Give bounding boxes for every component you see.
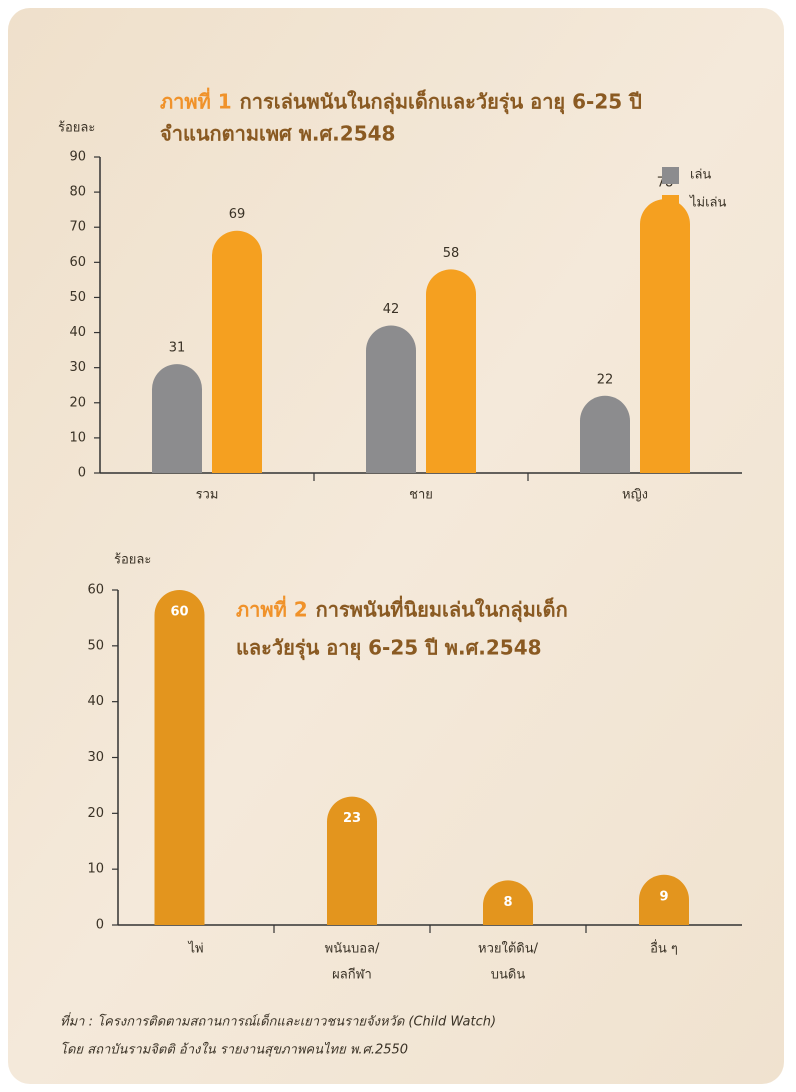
x-tick-label: รวม xyxy=(196,488,219,503)
data-label: 9 xyxy=(659,889,668,904)
x-tick-label: หญิง xyxy=(622,488,648,503)
y-tick-label: 60 xyxy=(87,583,104,598)
bar xyxy=(152,364,202,473)
bar xyxy=(426,269,476,473)
legend-label: ไม่เล่น xyxy=(689,195,727,211)
bar xyxy=(327,796,377,925)
bar xyxy=(639,874,689,925)
legend-label: เล่น xyxy=(690,168,711,183)
y-tick-label: 10 xyxy=(87,862,104,877)
bar xyxy=(483,880,533,925)
data-label: 22 xyxy=(597,372,614,387)
bar xyxy=(154,590,205,925)
data-label: 60 xyxy=(170,605,188,620)
x-tick-label: ชาย xyxy=(409,488,433,503)
x-tick-label: อื่น ๆ xyxy=(650,940,678,957)
bar xyxy=(211,230,262,473)
x-tick-label: ไพ่ xyxy=(187,941,203,957)
y-tick-label: 0 xyxy=(96,918,104,933)
chart-title: การเล่นพนันในกลุ่มเด็กและวัยรุ่น อายุ 6-… xyxy=(240,89,642,115)
y-tick-label: 90 xyxy=(69,150,86,165)
y-tick-label: 50 xyxy=(87,638,104,653)
data-label: 8 xyxy=(503,895,512,910)
x-tick-label: ผลกีฬา xyxy=(332,967,372,983)
bar xyxy=(366,325,416,473)
y-tick-label: 20 xyxy=(69,395,86,410)
y-tick-label: 10 xyxy=(69,430,86,445)
x-tick-label: บนดิน xyxy=(491,968,526,983)
y-tick-label: 40 xyxy=(87,694,104,709)
y-tick-label: 80 xyxy=(69,185,86,200)
y-tick-label: 20 xyxy=(87,806,104,821)
y-tick-label: 50 xyxy=(69,290,86,305)
data-label: 31 xyxy=(169,341,186,356)
y-tick-label: 0 xyxy=(78,466,86,481)
figure-label: ภาพที่ 2 xyxy=(236,595,308,622)
y-tick-label: 40 xyxy=(69,325,86,340)
y-tick-label: 70 xyxy=(69,220,86,235)
bar xyxy=(640,199,690,473)
legend-swatch xyxy=(662,195,679,212)
data-label: 58 xyxy=(443,246,460,261)
bar xyxy=(580,395,630,473)
chart-title: การพนันที่นิยมเล่นในกลุ่มเด็ก xyxy=(316,595,568,623)
data-label: 23 xyxy=(343,811,361,826)
source-line: โดย สถาบันรามจิตติ อ้างใน รายงานสุขภาพคน… xyxy=(60,1042,408,1058)
chart-title: และวัยรุ่น อายุ 6-25 ปี พ.ศ.2548 xyxy=(236,636,542,661)
chart-title: จำแนกตามเพศ พ.ศ.2548 xyxy=(160,122,395,146)
legend-swatch xyxy=(662,167,679,184)
source-line: ที่มา : โครงการติดตามสถานการณ์เด็กและเยา… xyxy=(60,1012,496,1030)
y-tick-label: 30 xyxy=(87,750,104,765)
data-label: 69 xyxy=(229,207,246,222)
x-tick-label: หวยใต้ดิน/ xyxy=(478,941,539,957)
figure-label: ภาพที่ 1 xyxy=(160,87,232,114)
x-tick-label: พนันบอล/ xyxy=(325,942,380,957)
y-tick-label: 60 xyxy=(69,255,86,270)
y-axis-label: ร้อยละ xyxy=(114,553,151,568)
data-label: 42 xyxy=(383,302,400,317)
y-axis-label: ร้อยละ xyxy=(58,121,95,136)
y-tick-label: 30 xyxy=(69,360,86,375)
